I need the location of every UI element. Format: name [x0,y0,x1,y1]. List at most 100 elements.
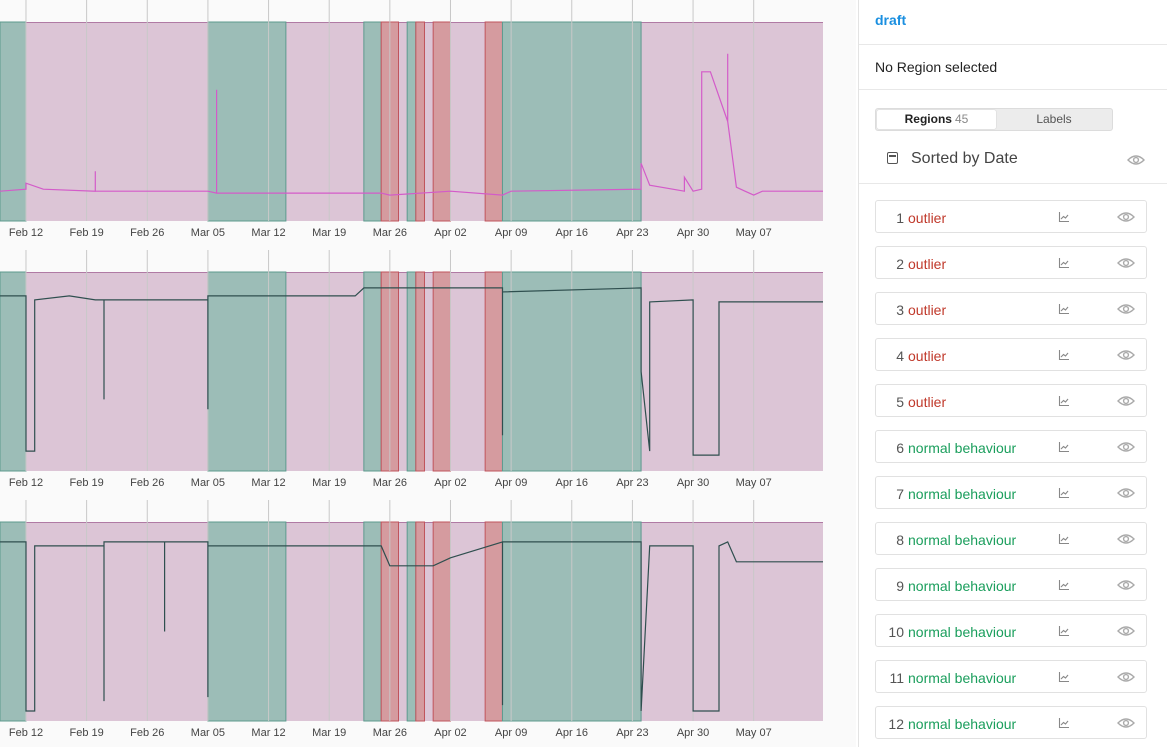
x-tick-label: Apr 30 [677,727,709,739]
series-line-series-2 [0,287,823,456]
region-label: outlier [908,394,947,410]
visibility-eye-icon[interactable] [1117,487,1135,499]
region-label: normal behaviour [908,440,1017,456]
chart-line-icon[interactable] [1058,441,1070,453]
region-index: 5 [896,394,904,410]
x-tick-label: Apr 16 [556,727,588,739]
visibility-eye-icon[interactable] [1117,441,1135,453]
divider [859,89,1167,90]
region-label: outlier [908,210,947,226]
charts-svg[interactable]: Feb 12 Feb 19 Feb 26 Mar 05 Mar 12 Mar 19 Mar … [0,0,856,747]
x-tick-label: Apr 23 [616,727,648,739]
region-item[interactable]: 8 normal behaviour [875,522,1147,555]
sort-control[interactable]: Sorted by Date [887,150,1149,170]
region-item[interactable]: 4 outlier [875,338,1147,371]
chart-line-icon[interactable] [1058,395,1070,407]
x-tick-label: Apr 16 [556,477,588,489]
x-tick-label: Apr 09 [495,727,527,739]
series-line-series-3 [0,541,823,712]
sort-icon [887,152,898,164]
x-tick-label: Feb 19 [70,727,104,739]
x-tick-label: Mar 05 [191,227,225,239]
visibility-eye-icon[interactable] [1117,303,1135,315]
visibility-eye-icon[interactable] [1117,211,1135,223]
tab-switcher: Regions 45 Labels [875,108,1113,131]
x-tick-label: Apr 02 [434,727,466,739]
visibility-eye-icon[interactable] [1117,625,1135,637]
tab-regions-label: Regions [904,112,952,126]
chart-line-icon[interactable] [1058,625,1070,637]
chart-line-icon[interactable] [1058,487,1070,499]
x-tick-label: May 07 [736,477,772,489]
chart-line-icon[interactable] [1058,257,1070,269]
region-index: 2 [896,256,904,272]
chart-line-icon[interactable] [1058,533,1070,545]
visibility-eye-icon[interactable] [1117,579,1135,591]
region-item[interactable]: 9 normal behaviour [875,568,1147,601]
region-band-normal [207,271,287,472]
x-tick-label: Apr 23 [616,477,648,489]
x-tick-label: Feb 26 [130,227,164,239]
x-tick-label: Apr 23 [616,227,648,239]
region-item[interactable]: 12 normal behaviour [875,706,1147,739]
region-label: normal behaviour [908,486,1017,502]
divider [859,183,1167,184]
tab-labels[interactable]: Labels [997,110,1111,129]
chart-line-icon[interactable] [1058,717,1070,729]
draft-status-link[interactable]: draft [875,12,907,28]
chart-line-icon[interactable] [1058,579,1070,591]
series-line-series-1 [0,53,823,196]
x-tick-label: Mar 26 [373,727,407,739]
region-item[interactable]: 10 normal behaviour [875,614,1147,647]
region-band-normal [207,21,287,222]
region-item[interactable]: 2 outlier [875,246,1147,279]
region-band-normal [363,271,382,472]
time-series-charts[interactable]: Feb 12 Feb 19 Feb 26 Mar 05 Mar 12 Mar 19 Mar … [0,0,856,747]
visibility-eye-icon[interactable] [1117,257,1135,269]
region-item[interactable]: 7 normal behaviour [875,476,1147,509]
x-tick-label: Mar 19 [312,477,346,489]
region-index: 9 [896,578,904,594]
x-tick-label: Apr 30 [677,477,709,489]
tab-regions[interactable]: Regions 45 [877,110,996,129]
visibility-eye-icon[interactable] [1117,395,1135,407]
visibility-eye-icon[interactable] [1117,533,1135,545]
x-tick-label: Apr 16 [556,227,588,239]
visibility-eye-icon[interactable] [1117,671,1135,683]
x-tick-label: Apr 02 [434,477,466,489]
region-item[interactable]: 1 outlier [875,200,1147,233]
region-band-normal [0,21,27,222]
chart-line-icon[interactable] [1058,211,1070,223]
region-band-outlier [415,271,425,472]
x-tick-label: Mar 26 [373,477,407,489]
region-item[interactable]: 11 normal behaviour [875,660,1147,693]
chart-line-icon[interactable] [1058,303,1070,315]
region-label: normal behaviour [908,716,1017,732]
chart-line-icon[interactable] [1058,349,1070,361]
x-tick-label: Feb 12 [9,727,43,739]
x-tick-label: Mar 12 [251,227,285,239]
chart-line-icon[interactable] [1058,671,1070,683]
toggle-all-visibility-icon[interactable] [1127,154,1145,166]
region-index: 1 [896,210,904,226]
region-band-normal [0,271,27,472]
visibility-eye-icon[interactable] [1117,717,1135,729]
region-index: 6 [896,440,904,456]
region-item[interactable]: 5 outlier [875,384,1147,417]
x-tick-label: Feb 26 [130,727,164,739]
region-item[interactable]: 3 outlier [875,292,1147,325]
x-tick-label: Apr 09 [495,227,527,239]
region-index: 10 [888,624,904,640]
x-tick-label: May 07 [736,727,772,739]
region-index: 4 [896,348,904,364]
region-index: 8 [896,532,904,548]
region-band-outlier [484,21,503,222]
region-index: 12 [888,716,904,732]
region-item[interactable]: 6 normal behaviour [875,430,1147,463]
region-band-normal [406,521,417,722]
visibility-eye-icon[interactable] [1117,349,1135,361]
x-tick-label: Feb 12 [9,477,43,489]
region-band-outlier [484,521,503,722]
region-band-normal [0,521,27,722]
region-band-normal [363,521,382,722]
